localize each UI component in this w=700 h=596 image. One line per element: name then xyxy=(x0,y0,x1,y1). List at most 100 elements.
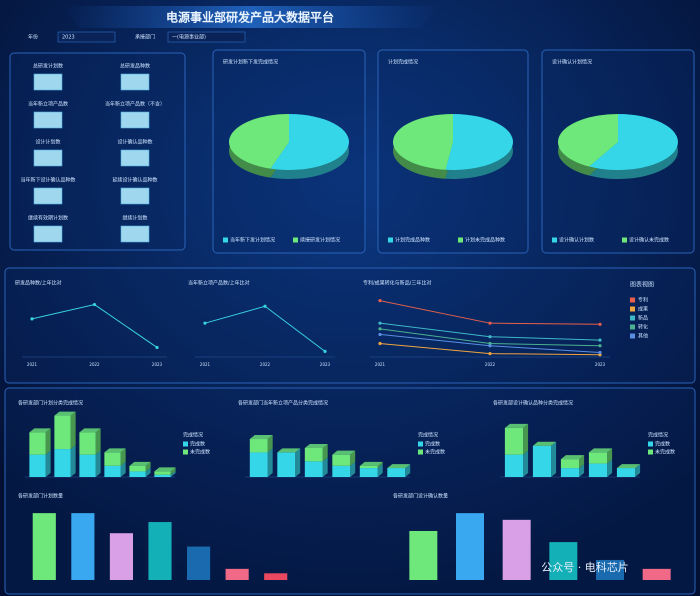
bar xyxy=(502,519,531,580)
bar-segment xyxy=(249,452,268,477)
bar-segment xyxy=(104,465,121,477)
legend-swatch xyxy=(183,441,188,447)
bar-top xyxy=(249,435,273,440)
kpi-box xyxy=(120,73,150,91)
legend-title: 图表视图 xyxy=(630,281,654,289)
bar-side xyxy=(523,450,529,477)
bar-side xyxy=(145,467,151,477)
bar-side xyxy=(120,448,126,466)
legend-label: 计划未完成品种数 xyxy=(465,237,505,244)
legend-swatch xyxy=(648,441,653,447)
kpi-box xyxy=(120,149,150,167)
bar-segment xyxy=(129,465,146,472)
kpi-label: 延续设计确认品种数 xyxy=(112,177,157,184)
legend-swatch xyxy=(630,324,635,330)
kpi-label: 设计计划数 xyxy=(35,139,60,146)
kpi-label: 总研发品种数 xyxy=(120,63,150,70)
point xyxy=(203,321,207,325)
dropdown[interactable] xyxy=(167,31,246,43)
pie-slice xyxy=(445,114,514,170)
chart-title: 计划完成情况 xyxy=(388,59,418,66)
bar xyxy=(225,568,249,580)
legend-label: 当年新下发计划情况 xyxy=(230,237,275,244)
kpi-label: 当年新下设计确认品种数 xyxy=(20,177,75,184)
bar-side xyxy=(607,448,613,464)
bar-top xyxy=(54,411,76,416)
kpi-label: 当年新立项产品数（不含） xyxy=(105,101,165,108)
pie-slice xyxy=(589,114,678,170)
point xyxy=(378,341,382,346)
filter-value: 2023 xyxy=(62,35,75,41)
legend-label: 设计确认计划数 xyxy=(559,237,594,244)
kpi-label: 当年新立项产品数 xyxy=(28,101,68,108)
bar-segment xyxy=(79,432,96,455)
bar-segment xyxy=(304,447,323,462)
legend-swatch xyxy=(293,237,298,243)
legend-label: 完成数 xyxy=(655,441,670,448)
bar-top xyxy=(532,441,557,446)
bar-segment xyxy=(359,468,378,477)
bar-side xyxy=(170,470,176,477)
bar xyxy=(148,522,172,580)
legend-swatch xyxy=(418,449,423,455)
legend-swatch xyxy=(183,449,188,455)
kpi-box xyxy=(33,149,63,167)
x-tick-label: 2021 xyxy=(27,362,38,367)
bar-segment xyxy=(387,468,406,477)
bar-segment xyxy=(54,449,71,477)
x-tick-label: 2022 xyxy=(89,362,100,367)
bar-top xyxy=(588,448,613,453)
bar-top xyxy=(332,450,356,455)
kpi-box xyxy=(120,187,150,205)
legend-swatch xyxy=(648,449,653,455)
bar-top xyxy=(29,428,51,433)
point xyxy=(488,321,492,325)
chart-title: 各研发部门计划数量 xyxy=(18,493,63,500)
watermark: 公众号 · 电科芯片 xyxy=(541,560,629,574)
bar-segment xyxy=(588,452,608,464)
bar-top xyxy=(154,467,176,472)
filter-label: 年份 xyxy=(28,34,38,41)
point xyxy=(378,327,382,331)
chart-title: 专利/成果转化与新品/三年比对 xyxy=(363,280,431,287)
panel xyxy=(4,267,696,384)
dropdown[interactable] xyxy=(57,31,116,43)
chart-title: 设计确认计划情况 xyxy=(552,59,592,66)
chart-title: 各研发部门设计确认数量 xyxy=(393,493,448,500)
legend-swatch xyxy=(388,237,393,243)
bar-segment xyxy=(29,454,46,477)
legend-label: 计划完成品种数 xyxy=(395,237,430,244)
bar-segment xyxy=(249,439,268,453)
chart-title: 研发品种数/上年比对 xyxy=(15,280,62,287)
kpi-label: 继续有效期计划数 xyxy=(28,215,68,222)
legend-title: 完成情况 xyxy=(648,432,668,439)
bar-segment xyxy=(54,415,71,450)
bar-segment xyxy=(129,471,146,477)
x-tick-label: 2023 xyxy=(152,362,163,367)
legend-swatch xyxy=(223,237,228,243)
legend-swatch xyxy=(418,441,423,447)
legend-title: 完成情况 xyxy=(418,432,438,439)
legend-label: 成果 xyxy=(638,306,648,313)
bar-side xyxy=(145,461,151,472)
kpi-label: 总研发计划数 xyxy=(33,63,63,70)
kpi-box xyxy=(33,73,63,91)
filter-value: 一(电源事业部) xyxy=(172,34,206,41)
bar-side xyxy=(607,459,613,477)
bar-segment xyxy=(560,468,580,477)
legend-label: 未完成数 xyxy=(655,449,675,456)
legend-label: 转化 xyxy=(638,324,648,331)
pie-slice xyxy=(229,114,289,169)
bar-side xyxy=(267,448,273,477)
point xyxy=(488,341,492,346)
bar-top xyxy=(504,423,529,428)
bar-side xyxy=(350,461,356,477)
bar-side xyxy=(635,464,641,477)
bar-segment xyxy=(304,461,323,477)
bar xyxy=(32,513,56,580)
bar-segment xyxy=(504,454,524,477)
bar-segment xyxy=(332,465,351,477)
kpi-label: 继续计划数 xyxy=(122,215,147,222)
x-tick-label: 2021 xyxy=(200,362,211,367)
